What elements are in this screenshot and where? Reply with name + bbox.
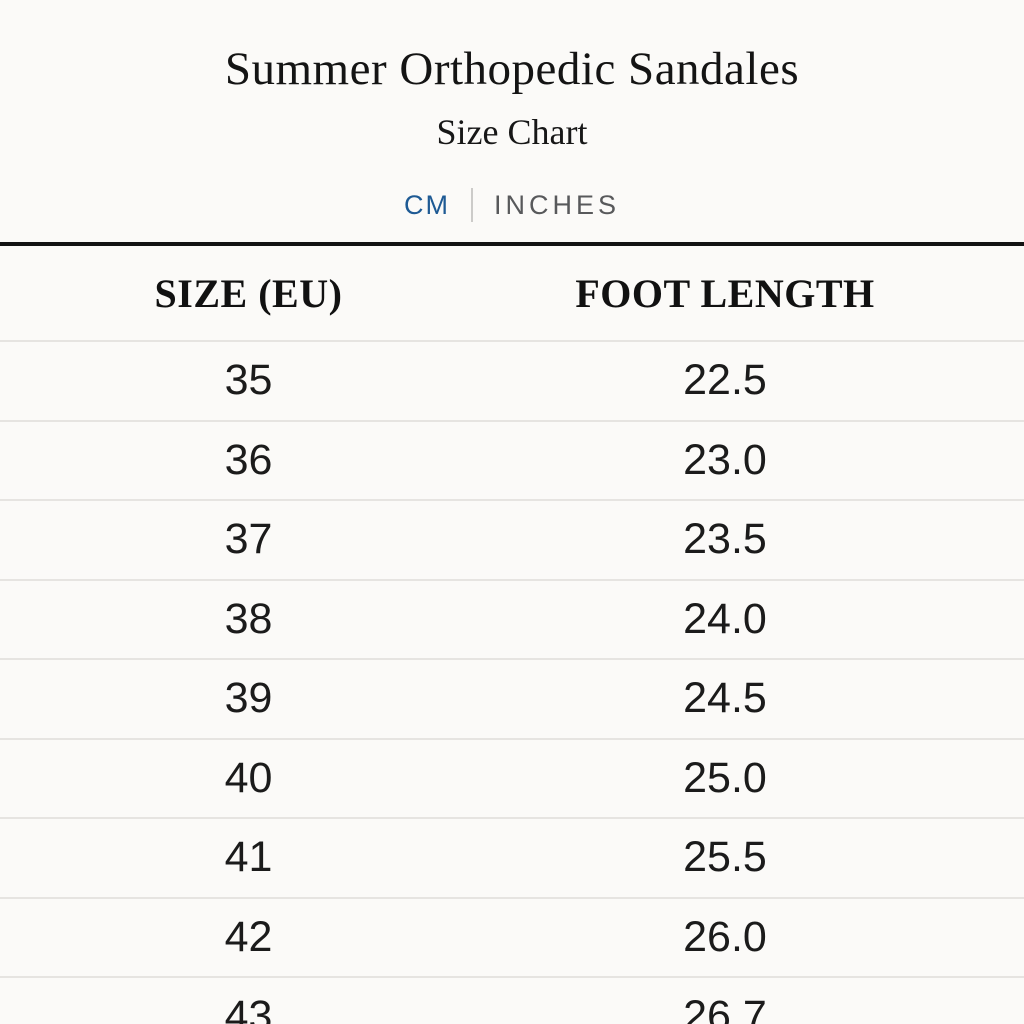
table-row: 38 24.0 [0, 578, 1024, 659]
table-cell: 26.7 [683, 992, 767, 1024]
table-row: 35 22.5 [0, 340, 1024, 420]
table-cell: 35 [224, 356, 273, 405]
table-row: 37 23.5 [0, 499, 1024, 579]
table-cell: 25.0 [683, 753, 767, 802]
table-row: 41 25.5 [0, 817, 1024, 897]
table-cell: 23.5 [683, 515, 767, 564]
table-row: 40 25.0 [0, 737, 1024, 818]
table-row: 42 26.0 [0, 896, 1024, 977]
table-row: 36 23.0 [0, 419, 1024, 500]
size-table: SIZE (EU) FOOT LENGTH 35 22.5 36 23.0 37 23.5… [0, 242, 1024, 1024]
table-cell: 36 [224, 435, 273, 484]
table-cell: 24.0 [683, 594, 767, 643]
table-cell: 24.5 [683, 674, 767, 723]
table-cell: 43 [224, 992, 273, 1024]
page-title: Summer Orthopedic Sandales [224, 43, 800, 95]
column-header-foot-length: FOOT LENGTH [575, 270, 875, 316]
table-cell: 38 [224, 594, 273, 643]
table-cell: 37 [224, 515, 273, 564]
table-cell: 42 [224, 912, 273, 961]
table-cell: 22.5 [683, 356, 767, 405]
table-cell: 26.0 [683, 912, 767, 961]
table-cell: 25.5 [683, 833, 767, 882]
table-cell: 23.0 [683, 435, 767, 484]
size-table-header: SIZE (EU) FOOT LENGTH [0, 246, 1024, 340]
table-cell: 40 [224, 753, 273, 802]
column-header-size-eu: SIZE (EU) [154, 270, 343, 316]
unit-toggle-divider [470, 188, 473, 222]
size-table-rows: 35 22.5 36 23.0 37 23.5 38 24.0 39 24.5 40 25.0 41 25… [0, 340, 1024, 1024]
page-subtitle: Size Chart [436, 112, 588, 152]
unit-option-cm[interactable]: CM [403, 189, 450, 220]
unit-toggle: CM INCHES [0, 188, 1024, 222]
unit-option-inches[interactable]: INCHES [493, 189, 620, 220]
table-row: 43 26.7 [0, 976, 1024, 1024]
table-row: 39 24.5 [0, 658, 1024, 738]
table-cell: 39 [224, 674, 273, 723]
table-cell: 41 [224, 833, 273, 882]
